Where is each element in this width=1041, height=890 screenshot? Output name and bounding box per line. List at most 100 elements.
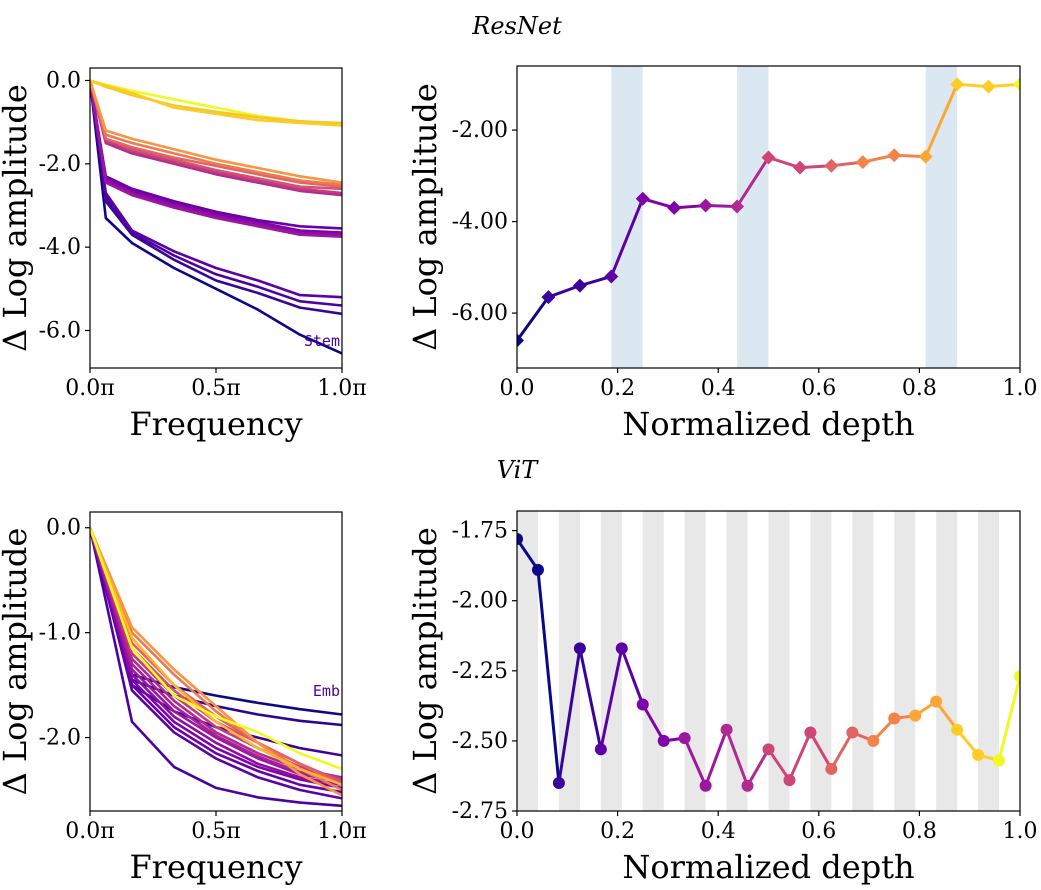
- resnet-freq-series-line-9: [90, 80, 342, 195]
- vit-depth-y-tick-label-0: -1.75: [452, 519, 508, 544]
- vit-depth-x-tick-label-4: 0.8: [902, 819, 937, 844]
- vit-depth-line-segment-2: [557, 646, 582, 785]
- resnet-depth-line-segment-7: [735, 156, 770, 208]
- vit-depth-point-17: [867, 734, 880, 747]
- resnet-depth-y-tick-label-1: -4.00: [452, 210, 508, 235]
- vit-depth-x-tick-label-5: 1.0: [1003, 819, 1038, 844]
- resnet-freq-series-line-16: [90, 79, 342, 127]
- resnet-freq-x-axis-label: Frequency: [129, 405, 302, 443]
- vit-depth-y-tick-label-2: -2.25: [452, 659, 508, 684]
- resnet-depth-x-tick-label-5: 1.0: [1003, 376, 1038, 401]
- resnet-depth-shade-band-1: [737, 66, 769, 368]
- vit-depth-point-13: [783, 774, 796, 787]
- resnet-freq-series-line-11: [90, 80, 342, 188]
- resnet-depth-x-tick-label-1: 0.2: [600, 376, 635, 401]
- vit-depth-shade-band-4: [684, 511, 706, 811]
- resnet-depth-y-tick-label-2: -6.00: [452, 301, 508, 326]
- vit-freq-series-line-6: [90, 527, 342, 790]
- vit-depth-point-15: [825, 762, 838, 775]
- resnet-freq-series-line-6: [90, 80, 342, 236]
- resnet-freq-series-line-5: [90, 80, 342, 234]
- vit-depth-point-4: [594, 743, 607, 756]
- resnet-freq-series-line-4: [90, 80, 342, 230]
- vit-depth-shade-band-1: [558, 511, 580, 811]
- resnet-depth-x-axis-label: Normalized depth: [622, 405, 914, 443]
- vit-freq-series-line-5: [90, 527, 342, 794]
- resnet-depth-frame: [516, 65, 1021, 369]
- vit-depth-shade-band-5: [726, 511, 748, 811]
- vit-depth-y-axis-label: Δ Log amplitude: [406, 527, 444, 795]
- vit-depth-y-tick-label-4: -2.75: [452, 799, 508, 824]
- vit-freq-series-line-4: [90, 527, 342, 800]
- resnet-freq-y-tick-label-1: -2.0: [39, 152, 81, 177]
- resnet-freq-y-axis-label: Δ Log amplitude: [0, 84, 34, 352]
- resnet-freq-y-tick-label-2: -4.0: [39, 235, 81, 260]
- vit-depth-line-segment-14: [808, 730, 833, 771]
- resnet-depth-line-segment-13: [924, 82, 959, 159]
- vit-depth-point-11: [741, 779, 754, 792]
- vit-depth-line-segment-11: [746, 747, 770, 788]
- vit-depth-shade-band-6: [768, 511, 790, 811]
- vit-freq-series-line-11: [90, 527, 342, 781]
- resnet-depth-shade-band-2: [925, 66, 958, 368]
- resnet-freq-series-line-15: [90, 79, 342, 125]
- resnet-freq-series-line-2: [90, 80, 342, 307]
- vit-freq-y-tick-label-1: -1.0: [39, 621, 81, 646]
- resnet-depth-point-7: [730, 199, 745, 214]
- vit-depth-shade-band-0: [517, 511, 538, 811]
- vit-depth-line-segment-12: [767, 747, 791, 782]
- resnet-depth-point-0: [517, 333, 524, 348]
- vit-depth-shade-band-3: [642, 511, 664, 811]
- vit-depth-line-segment-9: [704, 728, 729, 788]
- resnet-depth-point-4: [635, 191, 650, 206]
- vit-freq-series-line-9: [90, 527, 342, 781]
- vit-depth-shade-band-9: [894, 511, 916, 811]
- resnet-freq-series-line-1: [90, 80, 342, 316]
- resnet-depth-point-5: [667, 200, 682, 215]
- vit-depth-point-6: [636, 698, 649, 711]
- vit-freq-y-tick-label-2: -2.0: [39, 726, 81, 751]
- resnet-depth-point-2: [572, 278, 587, 293]
- vit-depth-line-segment-0: [517, 537, 540, 572]
- vit-freq-series-line-16: [90, 527, 342, 787]
- vit-depth-point-22: [972, 748, 985, 761]
- resnet-depth-point-10: [824, 158, 839, 173]
- vit-depth-line-segment-5: [620, 646, 645, 706]
- resnet-depth-point-13: [918, 149, 933, 164]
- vit-title: ViT: [497, 456, 540, 484]
- vit-depth-point-12: [762, 743, 775, 756]
- resnet-depth-x-tick-label-2: 0.4: [701, 376, 736, 401]
- resnet-freq-annotation: Stem: [304, 332, 340, 350]
- vit-depth-point-10: [720, 723, 733, 736]
- vit-depth-point-19: [909, 709, 922, 722]
- resnet-depth-y-axis-label: Δ Log amplitude: [406, 83, 444, 351]
- resnet-freq-y-tick-label-3: -6.0: [39, 319, 81, 344]
- vit-depth-point-20: [930, 695, 943, 708]
- vit-depth-x-tick-label-0: 0.0: [500, 819, 535, 844]
- vit-depth-line-segment-4: [599, 646, 624, 751]
- resnet-freq-x-tick-label-2: 1.0π: [317, 376, 366, 401]
- vit-freq-x-tick-label-0: 0.0π: [65, 819, 114, 844]
- vit-depth-point-14: [804, 726, 817, 739]
- vit-depth-line-segment-15: [829, 730, 854, 771]
- vit-freq-x-tick-label-1: 0.5π: [191, 819, 240, 844]
- vit-depth-line-segment-23: [997, 674, 1020, 763]
- vit-depth-point-5: [615, 642, 628, 655]
- resnet-freq-series-line-13: [90, 80, 342, 184]
- vit-depth-x-tick-label-2: 0.4: [701, 819, 736, 844]
- resnet-depth-point-14: [950, 77, 965, 92]
- resnet-depth-point-3: [604, 269, 619, 284]
- resnet-freq-series-line-0: [90, 80, 342, 355]
- resnet-depth-point-1: [541, 290, 556, 305]
- vit-depth-y-tick-label-3: -2.50: [452, 729, 508, 754]
- resnet-depth-line-segment-1: [546, 284, 582, 299]
- vit-depth-point-7: [657, 734, 670, 747]
- resnet-freq-series-line-8: [90, 80, 342, 197]
- vit-depth-line-segment-8: [683, 736, 708, 788]
- vit-depth-point-18: [888, 712, 901, 725]
- vit-depth-shade-band-8: [852, 511, 874, 811]
- vit-depth-line-segment-3: [578, 646, 603, 751]
- vit-depth-point-1: [531, 563, 544, 576]
- resnet-depth-y-tick-label-0: -2.00: [452, 118, 508, 143]
